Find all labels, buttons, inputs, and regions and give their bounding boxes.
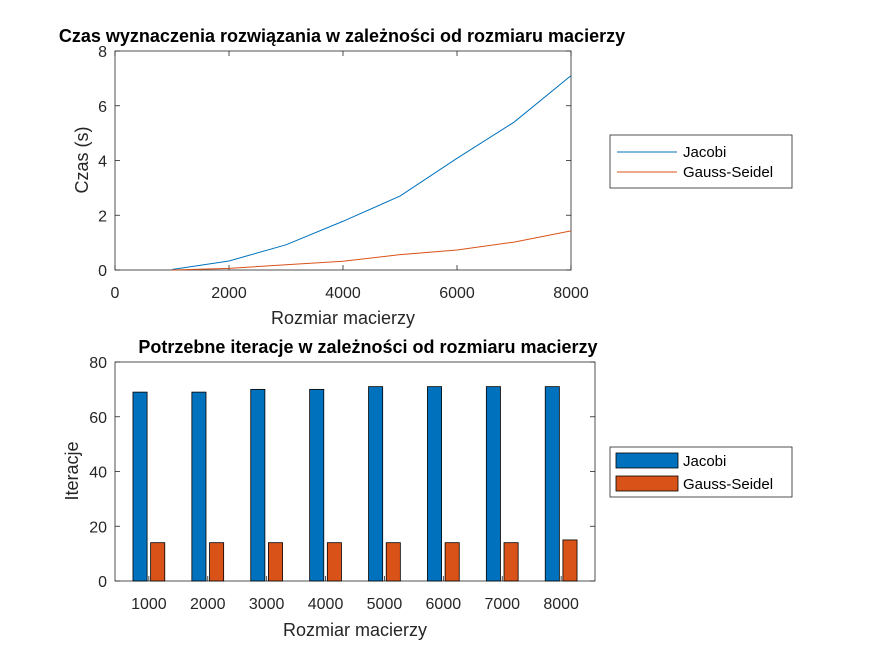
- x-tick-label: 8000: [543, 596, 579, 613]
- legend-swatch-jacobi: [615, 452, 679, 469]
- legend-label-gauss-seidel: Gauss-Seidel: [683, 476, 773, 493]
- x-tick-label: 4000: [325, 285, 361, 302]
- legend: Jacobi Gauss-Seidel: [609, 134, 793, 189]
- bar-chart: Potrzebne iteracje w zależności od rozmi…: [62, 337, 793, 640]
- bar-jacobi-7000: [485, 386, 501, 582]
- bar-gauss-seidel-7000: [503, 542, 519, 582]
- legend-box: [609, 134, 793, 189]
- bar-gauss-seidel-5000: [385, 542, 401, 582]
- y-tick-label: 8: [98, 44, 107, 61]
- legend-swatch-gauss-seidel: [615, 475, 679, 492]
- series-line-jacobi: [171, 75, 572, 270]
- bar-gauss-seidel-6000: [444, 542, 460, 582]
- x-tick-label: 0: [111, 285, 120, 302]
- x-tick-label: 2000: [211, 285, 247, 302]
- y-axis-label: Iteracje: [62, 441, 82, 500]
- x-tick-label: 3000: [249, 596, 285, 613]
- y-axis-label: Czas (s): [72, 127, 92, 194]
- bar-gauss-seidel-2000: [209, 542, 225, 582]
- y-tick-label: 4: [98, 154, 107, 171]
- y-tick-label: 2: [98, 208, 107, 225]
- x-tick-label: 5000: [367, 596, 403, 613]
- y-tick-label: 60: [89, 410, 107, 427]
- bar-gauss-seidel-1000: [150, 542, 166, 582]
- bar-jacobi-5000: [368, 386, 384, 582]
- x-axis-label: Rozmiar macierzy: [283, 620, 427, 640]
- legend-label-jacobi: Jacobi: [683, 144, 726, 161]
- x-tick-label: 8000: [553, 285, 589, 302]
- series-line-gauss-seidel: [171, 230, 572, 271]
- x-axis-label: Rozmiar macierzy: [271, 308, 415, 328]
- x-tick-label: 2000: [190, 596, 226, 613]
- y-tick-label: 40: [89, 465, 107, 482]
- x-tick-label: 6000: [426, 596, 462, 613]
- y-tick-label: 0: [98, 574, 107, 591]
- bar-gauss-seidel-3000: [268, 542, 283, 582]
- bar-gauss-seidel-8000: [562, 539, 578, 582]
- bar-jacobi-2000: [191, 391, 207, 582]
- bar-jacobi-4000: [309, 388, 325, 582]
- chart-title: Potrzebne iteracje w zależności od rozmi…: [138, 337, 597, 357]
- chart-title: Czas wyznaczenia rozwiązania w zależnośc…: [59, 26, 625, 46]
- x-tick-label: 1000: [131, 596, 167, 613]
- bar-jacobi-6000: [427, 386, 442, 582]
- legend-label-jacobi: Jacobi: [683, 453, 726, 470]
- y-tick-label: 6: [98, 99, 107, 116]
- bar-gauss-seidel-4000: [326, 542, 342, 582]
- bar-jacobi-3000: [250, 388, 266, 582]
- legend-label-gauss-seidel: Gauss-Seidel: [683, 164, 773, 181]
- y-tick-label: 80: [89, 355, 107, 372]
- legend: Jacobi Gauss-Seidel: [609, 446, 793, 498]
- bar-jacobi-1000: [132, 391, 148, 582]
- x-tick-label: 7000: [484, 596, 520, 613]
- plot-area: [114, 50, 572, 271]
- line-chart: Czas wyznaczenia rozwiązania w zależnośc…: [59, 26, 793, 328]
- y-tick-label: 20: [89, 519, 107, 536]
- y-tick-label: 0: [98, 263, 107, 280]
- bar-jacobi-8000: [544, 386, 560, 582]
- x-tick-label: 6000: [439, 285, 475, 302]
- plot-area: [114, 361, 596, 582]
- x-tick-label: 4000: [308, 596, 344, 613]
